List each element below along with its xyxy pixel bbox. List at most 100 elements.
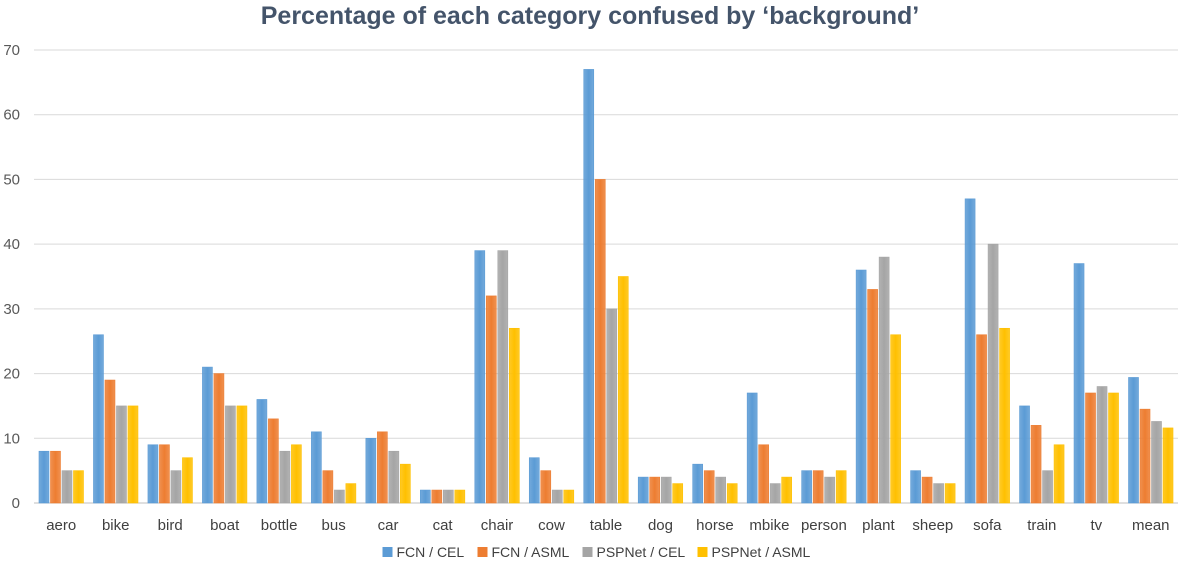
- x-tick-label: tv: [1090, 517, 1102, 534]
- bar-cat-pspnet-asml: [454, 489, 466, 504]
- legend-swatch: [382, 547, 393, 557]
- x-tick-label: plant: [862, 517, 895, 534]
- bar-boat-fcn-asml: [213, 373, 225, 504]
- y-tick-label: 30: [3, 301, 20, 318]
- bar-bike-fcn-asml: [104, 379, 116, 504]
- bar-bus-fcn-asml: [322, 470, 334, 504]
- bar-table-pspnet-cel: [606, 308, 618, 504]
- legend-swatch: [582, 547, 593, 557]
- x-tick-label: horse: [696, 517, 734, 534]
- bar-cow-pspnet-cel: [551, 489, 563, 504]
- legend-label: FCN / CEL: [397, 544, 465, 560]
- bar-cow-fcn-asml: [540, 470, 552, 504]
- x-tick-label: dog: [648, 517, 673, 534]
- bar-mbike-fcn-asml: [758, 444, 769, 504]
- bar-boat-pspnet-cel: [225, 405, 236, 504]
- bar-tv-pspnet-asml: [1108, 392, 1119, 504]
- legend-label: PSPNet / CEL: [597, 544, 686, 560]
- y-tick-label: 20: [3, 366, 20, 383]
- bar-bottle-pspnet-cel: [279, 450, 291, 504]
- legend-item: PSPNet / ASML: [697, 544, 811, 560]
- bar-train-pspnet-asml: [1053, 444, 1065, 504]
- bar-bottle-fcn-asml: [268, 418, 279, 504]
- x-tick-label: boat: [210, 517, 240, 534]
- y-tick-label: 40: [3, 236, 20, 253]
- bar-tv-fcn-asml: [1085, 392, 1096, 504]
- bar-bus-fcn-cel: [311, 431, 322, 504]
- x-tick-label: person: [801, 517, 847, 534]
- x-tick-label: chair: [481, 517, 514, 534]
- bar-mbike-fcn-cel: [746, 392, 758, 504]
- x-axis-labels: aero bike bird boat bottle bus car cat chair cow t…: [46, 517, 1169, 534]
- bar-table-fcn-cel: [583, 69, 595, 504]
- bar-horse-fcn-asml: [703, 470, 715, 504]
- bar-mbike-pspnet-asml: [781, 476, 792, 504]
- bar-aero-pspnet-cel: [61, 470, 73, 504]
- bar-aero-pspnet-asml: [73, 470, 84, 504]
- bar-mean-pspnet-cel: [1151, 421, 1162, 504]
- bar-car-fcn-asml: [377, 431, 388, 504]
- bar-tv-pspnet-cel: [1096, 386, 1108, 504]
- bar-plant-fcn-cel: [855, 269, 867, 504]
- legend: FCN / CEL FCN / ASML PSPNet / CEL PSPNet / …: [382, 544, 811, 560]
- x-tick-label: bird: [158, 517, 183, 534]
- bar-sofa-pspnet-asml: [999, 327, 1010, 504]
- x-tick-label: table: [590, 517, 623, 534]
- bar-cow-fcn-cel: [528, 457, 540, 504]
- x-tick-label: sheep: [912, 517, 953, 534]
- x-tick-label: cat: [433, 517, 454, 534]
- bar-car-pspnet-asml: [400, 463, 411, 504]
- x-tick-label: cow: [538, 517, 565, 534]
- bar-bus-pspnet-asml: [345, 483, 357, 504]
- bar-cat-pspnet-cel: [443, 489, 454, 504]
- bar-chair-fcn-cel: [474, 250, 486, 504]
- bar-dog-pspnet-cel: [660, 476, 672, 504]
- bar-train-fcn-asml: [1030, 425, 1042, 504]
- bar-bottle-pspnet-asml: [291, 444, 302, 504]
- bar-sheep-fcn-cel: [910, 470, 921, 504]
- bar-bike-pspnet-asml: [127, 405, 139, 504]
- bar-horse-fcn-cel: [692, 463, 704, 504]
- y-tick-label: 10: [3, 430, 20, 447]
- bar-horse-pspnet-asml: [726, 483, 738, 504]
- legend-label: PSPNet / ASML: [712, 544, 811, 560]
- x-tick-label: sofa: [973, 517, 1002, 534]
- bar-train-fcn-cel: [1019, 405, 1030, 504]
- legend-item: FCN / CEL: [382, 544, 465, 560]
- gridlines: [34, 49, 1178, 504]
- bar-cat-fcn-asml: [431, 489, 443, 504]
- legend-swatch: [477, 547, 488, 557]
- bar-dog-fcn-cel: [637, 476, 649, 504]
- bar-bottle-fcn-cel: [256, 399, 268, 504]
- y-tick-label: 50: [3, 171, 20, 188]
- bar-dog-pspnet-asml: [672, 483, 684, 504]
- bar-chair-pspnet-cel: [497, 250, 509, 504]
- bar-sofa-pspnet-cel: [987, 243, 999, 504]
- legend-label: FCN / ASML: [492, 544, 570, 560]
- bar-person-fcn-cel: [801, 470, 812, 504]
- bar-plant-fcn-asml: [867, 289, 878, 504]
- legend-item: FCN / ASML: [477, 544, 570, 560]
- y-tick-label: 0: [12, 495, 20, 512]
- y-tick-label: 60: [3, 107, 20, 124]
- bar-plant-pspnet-cel: [878, 256, 890, 504]
- bar-bird-fcn-cel: [147, 444, 159, 504]
- bar-bike-pspnet-cel: [116, 405, 127, 504]
- bar-bird-pspnet-asml: [182, 457, 193, 504]
- x-tick-label: bike: [102, 517, 130, 534]
- bar-aero-fcn-cel: [38, 450, 50, 504]
- bar-person-pspnet-cel: [824, 476, 835, 504]
- bar-bus-pspnet-cel: [334, 489, 345, 504]
- bar-cow-pspnet-asml: [563, 489, 575, 504]
- bar-plant-pspnet-asml: [890, 334, 901, 504]
- bar-dog-fcn-asml: [649, 476, 661, 504]
- bar-car-fcn-cel: [365, 437, 377, 504]
- legend-item: PSPNet / CEL: [582, 544, 686, 560]
- bar-table-fcn-asml: [594, 179, 606, 504]
- bar-chair-pspnet-asml: [508, 327, 520, 504]
- bar-bird-pspnet-cel: [170, 470, 182, 504]
- bar-tv-fcn-cel: [1073, 263, 1085, 504]
- bar-sofa-fcn-cel: [964, 198, 976, 504]
- bar-bike-fcn-cel: [93, 334, 104, 504]
